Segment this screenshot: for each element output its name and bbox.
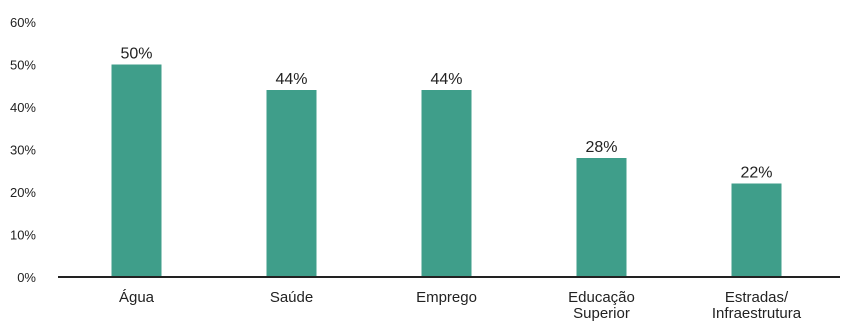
data-labels: 50% 44% 44% 28% 22% bbox=[120, 46, 772, 182]
y-tick-label: 0% bbox=[17, 270, 36, 285]
y-tick-label: 20% bbox=[10, 185, 36, 200]
data-label: 44% bbox=[275, 71, 307, 88]
y-tick-label: 10% bbox=[10, 228, 36, 243]
x-tick-label: Emprego bbox=[416, 289, 477, 306]
data-label: 50% bbox=[120, 46, 152, 63]
data-label: 44% bbox=[430, 71, 462, 88]
y-tick-label: 30% bbox=[10, 143, 36, 158]
x-tick-label: Saúde bbox=[270, 289, 313, 306]
x-axis: Água Saúde Emprego Educação Superior Estradas… bbox=[58, 276, 840, 322]
y-tick-label: 40% bbox=[10, 100, 36, 115]
x-tick-label: Educação Superior bbox=[568, 289, 635, 322]
bar bbox=[421, 90, 472, 277]
bars bbox=[111, 64, 782, 277]
x-tick-label: Água bbox=[119, 289, 155, 306]
bar bbox=[576, 158, 627, 277]
y-axis: 0% 10% 20% 30% 40% 50% 60% bbox=[10, 15, 36, 285]
data-label: 22% bbox=[740, 165, 772, 182]
bar bbox=[111, 64, 162, 277]
y-tick-label: 60% bbox=[10, 15, 36, 30]
data-label: 28% bbox=[585, 139, 617, 156]
bar bbox=[731, 183, 782, 277]
bar bbox=[266, 90, 317, 277]
x-tick-label: Estradas/Infraestrutura bbox=[712, 289, 802, 322]
y-tick-label: 50% bbox=[10, 58, 36, 73]
